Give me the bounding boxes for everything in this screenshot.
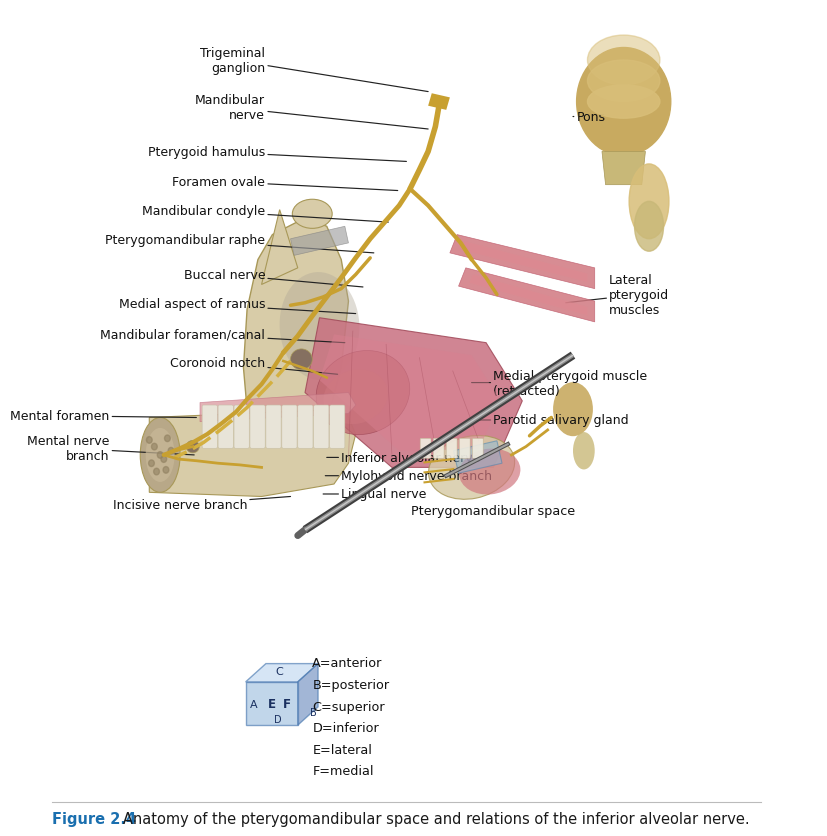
Text: C=superior: C=superior: [312, 700, 385, 712]
FancyBboxPatch shape: [459, 439, 470, 459]
Text: Incisive nerve branch: Incisive nerve branch: [112, 497, 290, 512]
FancyBboxPatch shape: [281, 405, 297, 449]
Ellipse shape: [587, 36, 659, 86]
FancyBboxPatch shape: [218, 405, 233, 449]
Circle shape: [163, 467, 169, 474]
Circle shape: [157, 452, 163, 459]
Ellipse shape: [587, 86, 659, 119]
Circle shape: [146, 437, 152, 444]
Polygon shape: [319, 335, 500, 451]
Ellipse shape: [146, 428, 174, 482]
Text: Pterygoid hamulus: Pterygoid hamulus: [148, 145, 406, 162]
FancyBboxPatch shape: [234, 405, 249, 449]
Ellipse shape: [316, 351, 409, 435]
Text: C: C: [275, 666, 283, 676]
Text: Lingual nerve: Lingual nerve: [323, 488, 426, 501]
Text: Mental nerve
branch: Mental nerve branch: [27, 435, 194, 462]
Text: Figure 2.4: Figure 2.4: [51, 811, 136, 826]
Polygon shape: [298, 664, 318, 726]
Text: Mandibular condyle: Mandibular condyle: [142, 205, 388, 223]
FancyBboxPatch shape: [433, 439, 443, 459]
Text: E=lateral: E=lateral: [312, 743, 371, 756]
Ellipse shape: [292, 200, 332, 229]
FancyBboxPatch shape: [250, 405, 265, 449]
Ellipse shape: [633, 202, 662, 252]
Text: Foramen ovale: Foramen ovale: [172, 176, 397, 191]
Polygon shape: [246, 664, 318, 682]
Polygon shape: [428, 94, 449, 110]
FancyBboxPatch shape: [471, 439, 483, 459]
Polygon shape: [243, 219, 348, 426]
FancyBboxPatch shape: [298, 405, 313, 449]
Polygon shape: [460, 242, 587, 283]
Ellipse shape: [572, 432, 594, 470]
Text: E: E: [267, 697, 275, 710]
FancyBboxPatch shape: [202, 405, 218, 449]
Polygon shape: [246, 682, 298, 726]
Ellipse shape: [140, 418, 179, 492]
FancyBboxPatch shape: [329, 405, 344, 449]
Text: Buccal nerve: Buccal nerve: [184, 268, 362, 288]
Polygon shape: [149, 410, 356, 497]
FancyBboxPatch shape: [265, 405, 281, 449]
Text: B: B: [309, 707, 316, 717]
Text: A=anterior: A=anterior: [312, 656, 382, 670]
Polygon shape: [458, 268, 594, 323]
Text: B=posterior: B=posterior: [312, 678, 389, 691]
Circle shape: [148, 461, 154, 467]
Text: Anatomy of the pterygomandibular space and relations of the inferior alveolar ne: Anatomy of the pterygomandibular space a…: [109, 811, 749, 826]
Polygon shape: [601, 152, 644, 186]
Text: Lateral
pterygoid
muscles: Lateral pterygoid muscles: [565, 273, 668, 317]
Text: Inferior alveolar nerve: Inferior alveolar nerve: [327, 451, 480, 464]
Text: F: F: [283, 697, 291, 710]
Text: F=medial: F=medial: [312, 764, 373, 777]
Ellipse shape: [186, 441, 199, 453]
Ellipse shape: [587, 61, 659, 103]
Text: D=inferior: D=inferior: [312, 721, 379, 734]
Text: Pterygomandibular raphe: Pterygomandibular raphe: [105, 234, 373, 253]
Ellipse shape: [458, 449, 520, 495]
Polygon shape: [449, 235, 594, 289]
Text: Parotid salivary gland: Parotid salivary gland: [476, 414, 629, 427]
Ellipse shape: [280, 273, 359, 380]
Text: Coronoid notch: Coronoid notch: [170, 357, 337, 375]
Text: Mandibular
nerve: Mandibular nerve: [195, 94, 428, 130]
FancyBboxPatch shape: [419, 439, 431, 459]
Text: Medial aspect of ramus: Medial aspect of ramus: [118, 298, 356, 314]
Ellipse shape: [629, 165, 668, 239]
Polygon shape: [290, 227, 348, 256]
Circle shape: [151, 444, 157, 451]
Ellipse shape: [290, 349, 312, 370]
Text: D: D: [274, 714, 281, 724]
FancyBboxPatch shape: [313, 405, 328, 449]
Circle shape: [154, 469, 160, 476]
Circle shape: [165, 436, 170, 442]
Text: Pterygomandibular space: Pterygomandibular space: [411, 504, 575, 517]
Polygon shape: [453, 441, 501, 474]
Ellipse shape: [323, 370, 388, 425]
Polygon shape: [200, 393, 356, 422]
FancyBboxPatch shape: [446, 439, 457, 459]
Text: Medial pterygoid muscle
(retracted): Medial pterygoid muscle (retracted): [471, 370, 647, 397]
Polygon shape: [261, 211, 298, 285]
Text: A: A: [249, 699, 257, 709]
Text: Mylohyoid nerve branch: Mylohyoid nerve branch: [325, 470, 491, 482]
Ellipse shape: [552, 383, 592, 436]
Text: Trigeminal
ganglion: Trigeminal ganglion: [200, 47, 428, 93]
Circle shape: [168, 448, 174, 455]
Text: Pons: Pons: [572, 111, 605, 124]
Polygon shape: [304, 319, 522, 468]
Ellipse shape: [428, 436, 514, 500]
Ellipse shape: [576, 48, 670, 156]
Polygon shape: [469, 275, 587, 316]
Text: Mandibular foramen/canal: Mandibular foramen/canal: [100, 328, 344, 344]
Text: Mental foramen: Mental foramen: [10, 410, 196, 423]
Circle shape: [160, 456, 166, 463]
